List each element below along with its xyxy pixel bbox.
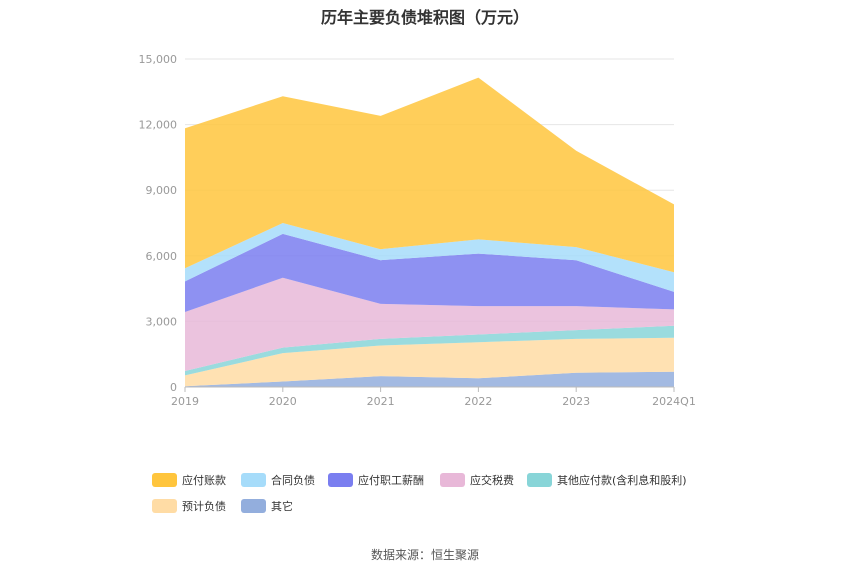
legend-label: 合同负债 [271,474,315,487]
legend-label: 应交税费 [470,474,514,487]
legend-item[interactable]: 应付职工薪酬 [328,472,424,488]
x-tick-label: 2020 [269,395,297,408]
legend-item[interactable]: 预计负债 [152,498,226,514]
legend-swatch [527,473,552,487]
area-series [185,223,674,292]
area-series [185,233,674,312]
legend-item[interactable]: 应交税费 [440,472,514,488]
x-tick-label: 2019 [171,395,199,408]
source-note: 数据来源：恒生聚源 [370,548,479,562]
legend-label: 应付账款 [182,474,226,487]
legend-item[interactable]: 应付账款 [152,472,226,488]
y-tick-label: 0 [170,381,177,394]
legend-item[interactable]: 其他应付款(含利息和股利) [527,472,687,488]
legend-label: 其他应付款(含利息和股利) [557,474,687,487]
legend-swatch [440,473,465,487]
x-tick-label: 2021 [367,395,395,408]
legend-swatch [152,499,177,513]
area-series [185,277,674,371]
y-tick-label: 12,000 [139,119,178,132]
axis-layer: 0 3,000 6,000 9,000 12,000 15,000 2019 2020 2021… [139,53,696,408]
legend-label: 应付职工薪酬 [358,474,424,487]
y-tick-label: 3,000 [146,315,178,328]
legend-label: 预计负债 [182,500,226,513]
legend-label: 其它 [271,500,293,513]
legend-swatch [328,473,353,487]
area-layer [185,77,674,387]
legend-swatch [241,473,266,487]
x-tick-label: 2024Q1 [652,395,696,408]
area-series [185,325,674,376]
y-tick-label: 6,000 [146,250,178,263]
y-tick-label: 9,000 [146,184,178,197]
area-series [185,337,674,387]
legend-item[interactable]: 其它 [241,498,293,514]
legend-item[interactable]: 合同负债 [241,472,315,488]
legend-swatch [241,499,266,513]
chart-title: 历年主要负债堆积图（万元） [320,8,529,27]
y-tick-label: 15,000 [139,53,178,66]
area-series [185,77,674,273]
area-series [185,371,674,387]
legend-swatch [152,473,177,487]
x-tick-label: 2022 [464,395,492,408]
x-tick-label: 2023 [562,395,590,408]
